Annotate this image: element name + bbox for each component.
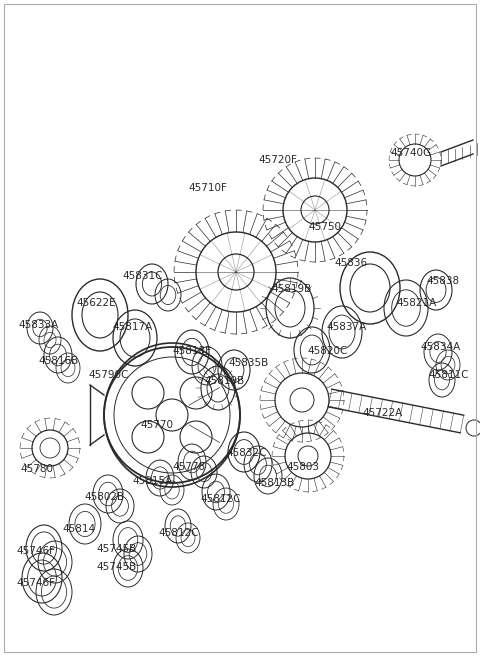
Text: 45622E: 45622E — [76, 298, 116, 308]
Text: 45722A: 45722A — [362, 408, 402, 418]
Text: 45790C: 45790C — [88, 370, 128, 380]
Text: 45817A: 45817A — [112, 322, 152, 332]
Text: 45832C: 45832C — [226, 448, 266, 458]
Text: 45814: 45814 — [62, 524, 95, 534]
Text: 45750: 45750 — [308, 222, 341, 232]
Text: 45746F: 45746F — [16, 578, 55, 588]
Text: 45815A: 45815A — [132, 476, 172, 486]
Text: 45816B: 45816B — [38, 356, 78, 366]
Text: 45720F: 45720F — [258, 155, 297, 165]
Text: 45818F: 45818F — [172, 346, 211, 356]
Text: 45770: 45770 — [140, 420, 173, 430]
Text: 45780: 45780 — [20, 464, 53, 474]
Text: 45778: 45778 — [172, 462, 205, 472]
Text: 45821A: 45821A — [396, 298, 436, 308]
Text: 45710F: 45710F — [188, 183, 227, 193]
Text: 45819B: 45819B — [204, 376, 244, 386]
Text: 45740G: 45740G — [390, 148, 431, 158]
Text: 45745B: 45745B — [96, 544, 136, 554]
Text: 45820C: 45820C — [307, 346, 348, 356]
Text: 45836: 45836 — [334, 258, 367, 268]
Text: 45813B: 45813B — [254, 478, 294, 488]
Text: 45745B: 45745B — [96, 562, 136, 572]
Text: 45811C: 45811C — [428, 370, 468, 380]
Text: 45833A: 45833A — [18, 320, 58, 330]
Text: 45803: 45803 — [286, 462, 319, 472]
Text: 45746F: 45746F — [16, 546, 55, 556]
Text: 45812C: 45812C — [158, 528, 199, 538]
Text: 45819B: 45819B — [271, 284, 311, 294]
Text: 45812C: 45812C — [200, 494, 240, 504]
Text: 45834A: 45834A — [420, 342, 460, 352]
Text: 45837A: 45837A — [326, 322, 366, 332]
Text: 45835B: 45835B — [228, 358, 268, 368]
Text: 45831C: 45831C — [122, 271, 163, 281]
Text: 45838: 45838 — [426, 276, 459, 286]
Text: 45802B: 45802B — [84, 492, 124, 502]
